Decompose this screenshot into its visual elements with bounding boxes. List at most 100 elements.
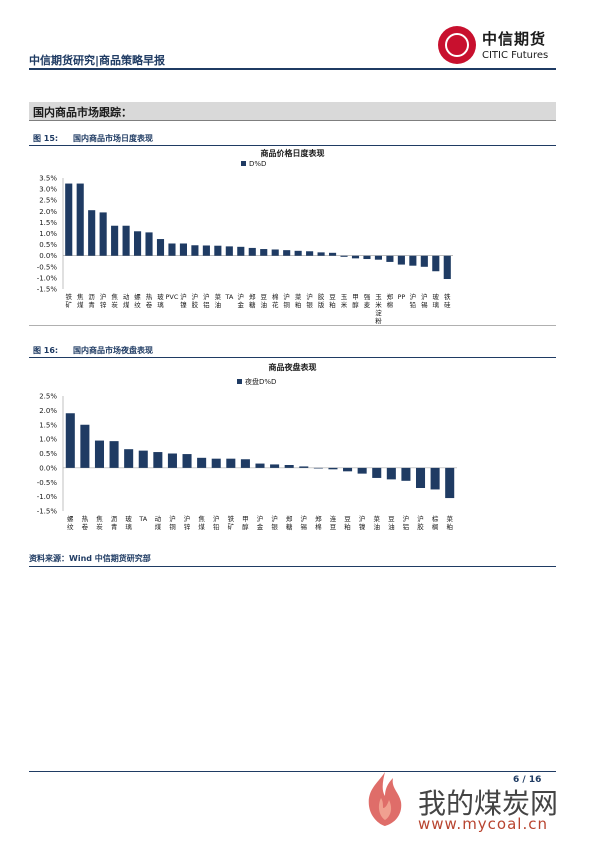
chart1-category-label: 玻璃 <box>433 292 440 309</box>
chart2-legend-label: 夜盘D%D <box>245 378 277 386</box>
chart1-bar <box>214 245 222 256</box>
figure2-divider <box>29 357 556 358</box>
chart1-legend-swatch <box>241 161 246 166</box>
chart2-svg: 2.5% 2.0% 1.5% 1.0% 0.5% 0.0% -0.5% -1.0% -1.5% 螺… <box>37 393 457 531</box>
chart1-category-label: PP <box>397 293 405 301</box>
chart1-bar <box>260 249 268 256</box>
chart2-bar <box>415 467 426 488</box>
chart1-category-label: 玉米 <box>341 293 348 309</box>
figure2-number: 图 16: <box>33 346 59 355</box>
chart2-bar <box>65 413 75 468</box>
chart2-category-label: 焦煤 <box>198 514 205 531</box>
chart2-category-label: 棕榈 <box>432 514 439 531</box>
chart1-bar <box>409 255 417 266</box>
chart2-category-label: 沥青 <box>111 514 118 531</box>
chart1-category-label: 甲醇 <box>352 293 359 309</box>
chart2-category-label: 沪镍 <box>359 514 366 531</box>
chart1-category-label: 豆油 <box>260 293 267 309</box>
chart1-ytick-label: 3.0% <box>39 186 57 194</box>
chart1-category-label: 沪锡 <box>421 292 428 309</box>
chart2-bar <box>313 467 323 469</box>
chart1-bar <box>111 225 119 256</box>
chart1-category-label: 郑糖 <box>249 293 256 309</box>
chart1-ytick-label: -1.5% <box>37 286 58 294</box>
chart1-ytick-label: -1.0% <box>37 274 58 282</box>
chart1-category-label: 玉米淀粉 <box>375 293 382 325</box>
chart1-bar <box>351 255 360 259</box>
chart1-category-label: 沪金 <box>238 292 245 309</box>
watermark-text: 我的煤炭网 <box>418 787 559 820</box>
chart1-category-label: 沪胶 <box>192 292 199 309</box>
chart1-bar <box>179 243 187 256</box>
chart2-bar <box>80 424 90 468</box>
chart2-category-label: 沪铅 <box>213 514 220 531</box>
chart1-category-label: 沪铅 <box>410 292 417 309</box>
figure1-caption: 图 15: 国内商品市场日度表现 <box>33 133 153 144</box>
chart1-ytick-label: 1.5% <box>39 219 57 227</box>
chart1-bar <box>134 231 142 256</box>
chart2-legend: 夜盘D%D <box>237 377 276 387</box>
chart1-category-label: 沪镍 <box>180 292 187 309</box>
figure2-caption: 图 16: 国内商品市场夜盘表现 <box>33 345 153 356</box>
chart2-bar <box>255 463 265 468</box>
chart1-ytick-label: 2.0% <box>39 208 57 216</box>
chart1-bar <box>156 239 165 256</box>
chart2-category-label: 甲醇 <box>242 515 249 531</box>
chart1-category-label: 沪铝 <box>203 292 210 309</box>
chart2-category-label: 焦炭 <box>96 514 103 531</box>
chart2-category-label: TA <box>138 515 147 523</box>
chart2-category-label: 热卷 <box>82 514 89 531</box>
chart1-legend-label: D%D <box>249 160 267 168</box>
figure1-divider <box>29 145 556 146</box>
chart1-category-label: 铁矿 <box>65 292 72 309</box>
chart2-bar <box>357 467 367 474</box>
chart2-category-label: 菜油 <box>373 514 380 531</box>
chart1-bar <box>88 210 96 256</box>
chart1-bar <box>443 255 451 280</box>
watermark-flame-icon <box>368 772 402 826</box>
chart1-svg: 3.5% 3.0% 2.5% 2.0% 1.5% 1.0% 0.5% 0.0% -0.5% -1.… <box>37 175 453 325</box>
chart1-category-label: 豆粕 <box>329 293 336 309</box>
chart2-category-label: 郑糖 <box>286 515 293 531</box>
report-title: 中信期货研究|商品策略早报 <box>29 54 166 67</box>
chart1-ytick-label: 0.5% <box>39 241 57 249</box>
source-divider <box>29 566 556 567</box>
chart2-bar <box>284 465 294 468</box>
chart2-ytick-label: 2.5% <box>39 393 57 401</box>
chart2-category-label: 沪锌 <box>184 514 191 531</box>
chart1-bar <box>237 246 245 256</box>
chart1-bar <box>283 250 291 256</box>
chart2-category-label: 螺纹 <box>67 514 74 531</box>
chart1-category-label: TA <box>224 293 233 301</box>
chart1-bar <box>168 243 176 256</box>
chart1-bar <box>248 247 256 256</box>
chart1-legend: D%D <box>241 160 266 168</box>
chart2-category-label: 铁矿 <box>228 514 235 531</box>
chart1-bar <box>225 246 233 256</box>
chart2-bar <box>182 454 192 468</box>
section-divider <box>29 120 556 121</box>
chart1-bar <box>432 255 440 272</box>
chart2-ytick-label: 0.0% <box>39 464 57 472</box>
chart1-category-label: 焦炭 <box>111 292 118 309</box>
chart1-category-label: 沥青 <box>88 292 95 309</box>
watermark-url: www.mycoal.cn <box>418 815 548 833</box>
chart1-container: 商品价格日度表现 D%D 3.5% 3.0% 2.5% 2.0% 1.5% 1.0% 0.5… <box>29 146 556 326</box>
chart1-bar <box>363 255 371 260</box>
section-title: 国内商品市场跟踪： <box>33 106 132 119</box>
chart2-bar <box>197 457 207 468</box>
chart2-category-label: 郑棉 <box>315 515 322 531</box>
chart1-bar <box>340 255 348 257</box>
chart1-ytick-label: 1.0% <box>39 230 57 238</box>
chart2-category-label: 豆油 <box>388 515 395 531</box>
chart1-title: 商品价格日度表现 <box>260 149 325 158</box>
page-number: 6 / 16 <box>513 775 542 785</box>
chart2-category-label: 沪铝 <box>403 514 410 531</box>
section-header: 国内商品市场跟踪： <box>29 102 556 120</box>
chart1-bar <box>294 250 302 256</box>
figure1-number: 图 15: <box>33 134 59 143</box>
chart1-ytick-label: -0.5% <box>37 263 58 271</box>
chart2-title: 商品夜盘表现 <box>268 363 317 372</box>
chart1-bar <box>420 255 428 267</box>
chart1-bar <box>202 245 210 256</box>
